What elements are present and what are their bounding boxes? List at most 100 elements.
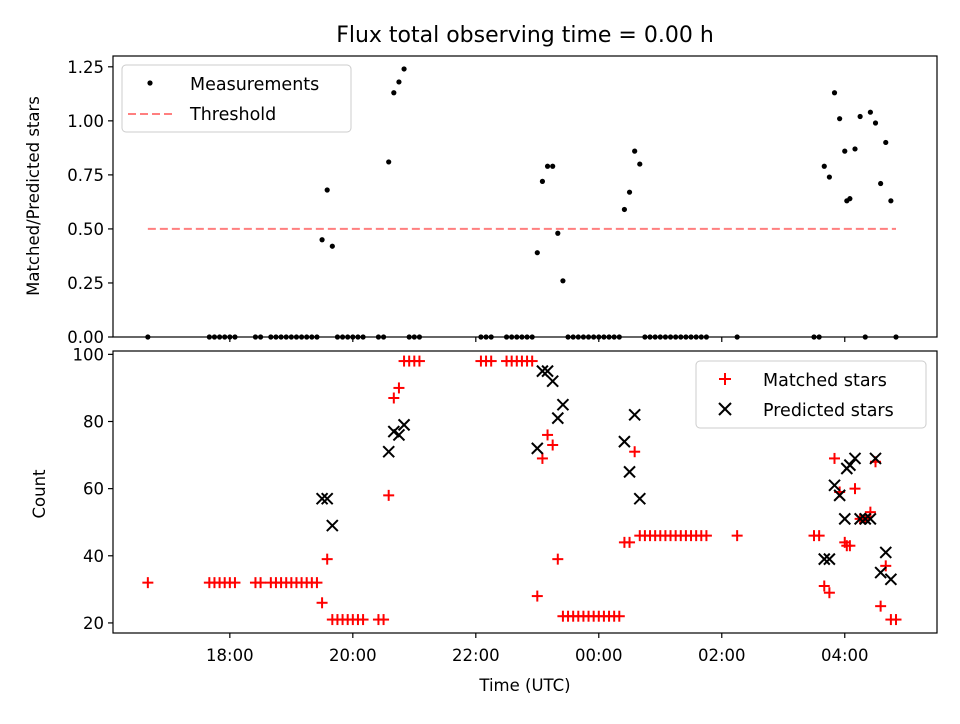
matched-star-point xyxy=(629,446,641,458)
matched-star-point xyxy=(890,614,902,626)
measurement-point xyxy=(560,278,566,284)
matched-star-point xyxy=(542,429,554,441)
predicted-star-point xyxy=(531,442,544,455)
measurement-point xyxy=(867,109,873,115)
bottom-plot-area xyxy=(142,355,902,626)
predicted-star-point xyxy=(853,512,867,526)
predicted-star-point xyxy=(618,435,631,448)
predicted-star-point xyxy=(838,512,851,526)
matched-star-point xyxy=(823,587,835,599)
matched-star-point xyxy=(880,560,892,572)
measurement-point xyxy=(842,148,848,154)
top-y-tick-label: 0.00 xyxy=(67,328,104,347)
matched-star-point xyxy=(388,392,400,404)
top-x-tick-marks xyxy=(229,337,846,342)
predicted-star-point xyxy=(823,552,836,566)
predicted-star-point xyxy=(843,458,857,472)
matched-star-point xyxy=(813,530,825,542)
measurement-point xyxy=(821,163,827,169)
predicted-star-point xyxy=(536,364,549,378)
predicted-star-point xyxy=(326,519,339,532)
top-y-ticks: 0.00 0.25 0.50 0.75 1.00 1.25 xyxy=(67,58,113,347)
bottom-y-tick-label: 60 xyxy=(83,480,104,499)
measurement-point xyxy=(544,163,551,169)
bottom-x-axis-label: Time (UTC) xyxy=(478,676,570,695)
top-axes-frame xyxy=(112,55,938,338)
measurement-point xyxy=(837,116,843,122)
predicted-star-point xyxy=(551,411,565,425)
top-y-tick-label: 0.50 xyxy=(67,220,104,239)
measurement-point xyxy=(555,230,561,236)
predicted-star-point xyxy=(884,573,898,586)
measurement-point xyxy=(401,66,407,72)
measurement-point xyxy=(883,139,889,146)
matched-star-point xyxy=(321,553,333,565)
predicted-star-point xyxy=(320,492,334,505)
matched-star-point xyxy=(531,590,543,602)
predicted-star-point xyxy=(874,566,887,579)
matched-star-point xyxy=(844,540,856,552)
top-panel: Flux total observing time = 0.00 h Match… xyxy=(24,23,938,347)
matched-star-point xyxy=(229,577,241,589)
matched-star-point xyxy=(413,355,425,367)
bottom-x-tick-label: 22:00 xyxy=(452,646,500,665)
matched-star-point xyxy=(818,580,830,592)
bottom-x-ticks: 18:00 20:00 22:00 00:00 02:00 04:00 xyxy=(206,633,869,665)
predicted-star-point xyxy=(397,418,411,432)
bottom-axes-frame xyxy=(112,350,938,634)
measurement-point xyxy=(826,174,832,180)
predicted-star-point xyxy=(392,428,406,442)
measurement-point xyxy=(857,113,863,120)
measurement-point xyxy=(324,187,330,193)
predicted-star-point xyxy=(864,512,877,526)
legend-label-predicted-stars: Predicted stars xyxy=(763,401,894,421)
measurement-point xyxy=(888,198,894,204)
predicted-star-point xyxy=(879,546,892,559)
measurement-point xyxy=(319,237,325,243)
legend-label-threshold: Threshold xyxy=(189,105,276,125)
predicted-star-point xyxy=(869,452,882,465)
matched-star-point xyxy=(383,489,395,501)
measurement-point xyxy=(852,146,858,152)
top-chart-title: Flux total observing time = 0.00 h xyxy=(336,23,714,48)
measurement-point xyxy=(396,79,402,85)
top-y-tick-label: 1.00 xyxy=(67,112,104,131)
bottom-legend-box xyxy=(695,360,927,429)
top-y-tick-label: 0.75 xyxy=(67,166,104,185)
measurement-point xyxy=(626,189,633,195)
predicted-star-point xyxy=(556,398,570,411)
matched-star-point xyxy=(393,382,405,394)
legend-marker-measurements xyxy=(147,80,153,86)
measurement-point xyxy=(878,180,884,187)
predicted-star-point xyxy=(859,512,872,526)
matched-star-point xyxy=(700,530,712,542)
bottom-x-tick-label: 18:00 xyxy=(206,646,254,665)
matched-star-point xyxy=(485,355,497,367)
matched-star-point xyxy=(255,577,267,589)
matched-star-point xyxy=(357,614,369,626)
predicted-star-point xyxy=(623,465,636,479)
measurement-point xyxy=(539,178,546,184)
measurement-point xyxy=(621,206,628,213)
top-y-axis-label: Matched/Predicted stars xyxy=(24,96,43,296)
matched-star-point xyxy=(731,530,743,542)
matched-star-point xyxy=(864,506,876,518)
bottom-y-axis-label: Count xyxy=(30,469,49,519)
predicted-star-point xyxy=(833,489,846,502)
matched-star-point xyxy=(536,452,548,464)
legend-marker-matched-stars xyxy=(719,373,731,385)
bottom-y-ticks: 20 40 60 80 100 xyxy=(73,345,113,633)
matched-star-point xyxy=(829,452,841,464)
bottom-panel: Count 20 40 60 80 100 18:00 20:00 22:00 00:00 02… xyxy=(30,345,938,695)
top-legend-box xyxy=(121,64,352,133)
bottom-legend: Matched stars Predicted stars xyxy=(695,360,927,429)
matched-star-point xyxy=(142,577,154,589)
measurement-point xyxy=(637,161,643,167)
measurement-point xyxy=(831,90,838,96)
bottom-y-tick-label: 100 xyxy=(73,345,105,364)
matched-star-point xyxy=(624,536,636,548)
bottom-y-tick-label: 40 xyxy=(83,547,104,566)
predicted-star-point xyxy=(382,445,395,458)
measurement-point xyxy=(391,90,397,96)
